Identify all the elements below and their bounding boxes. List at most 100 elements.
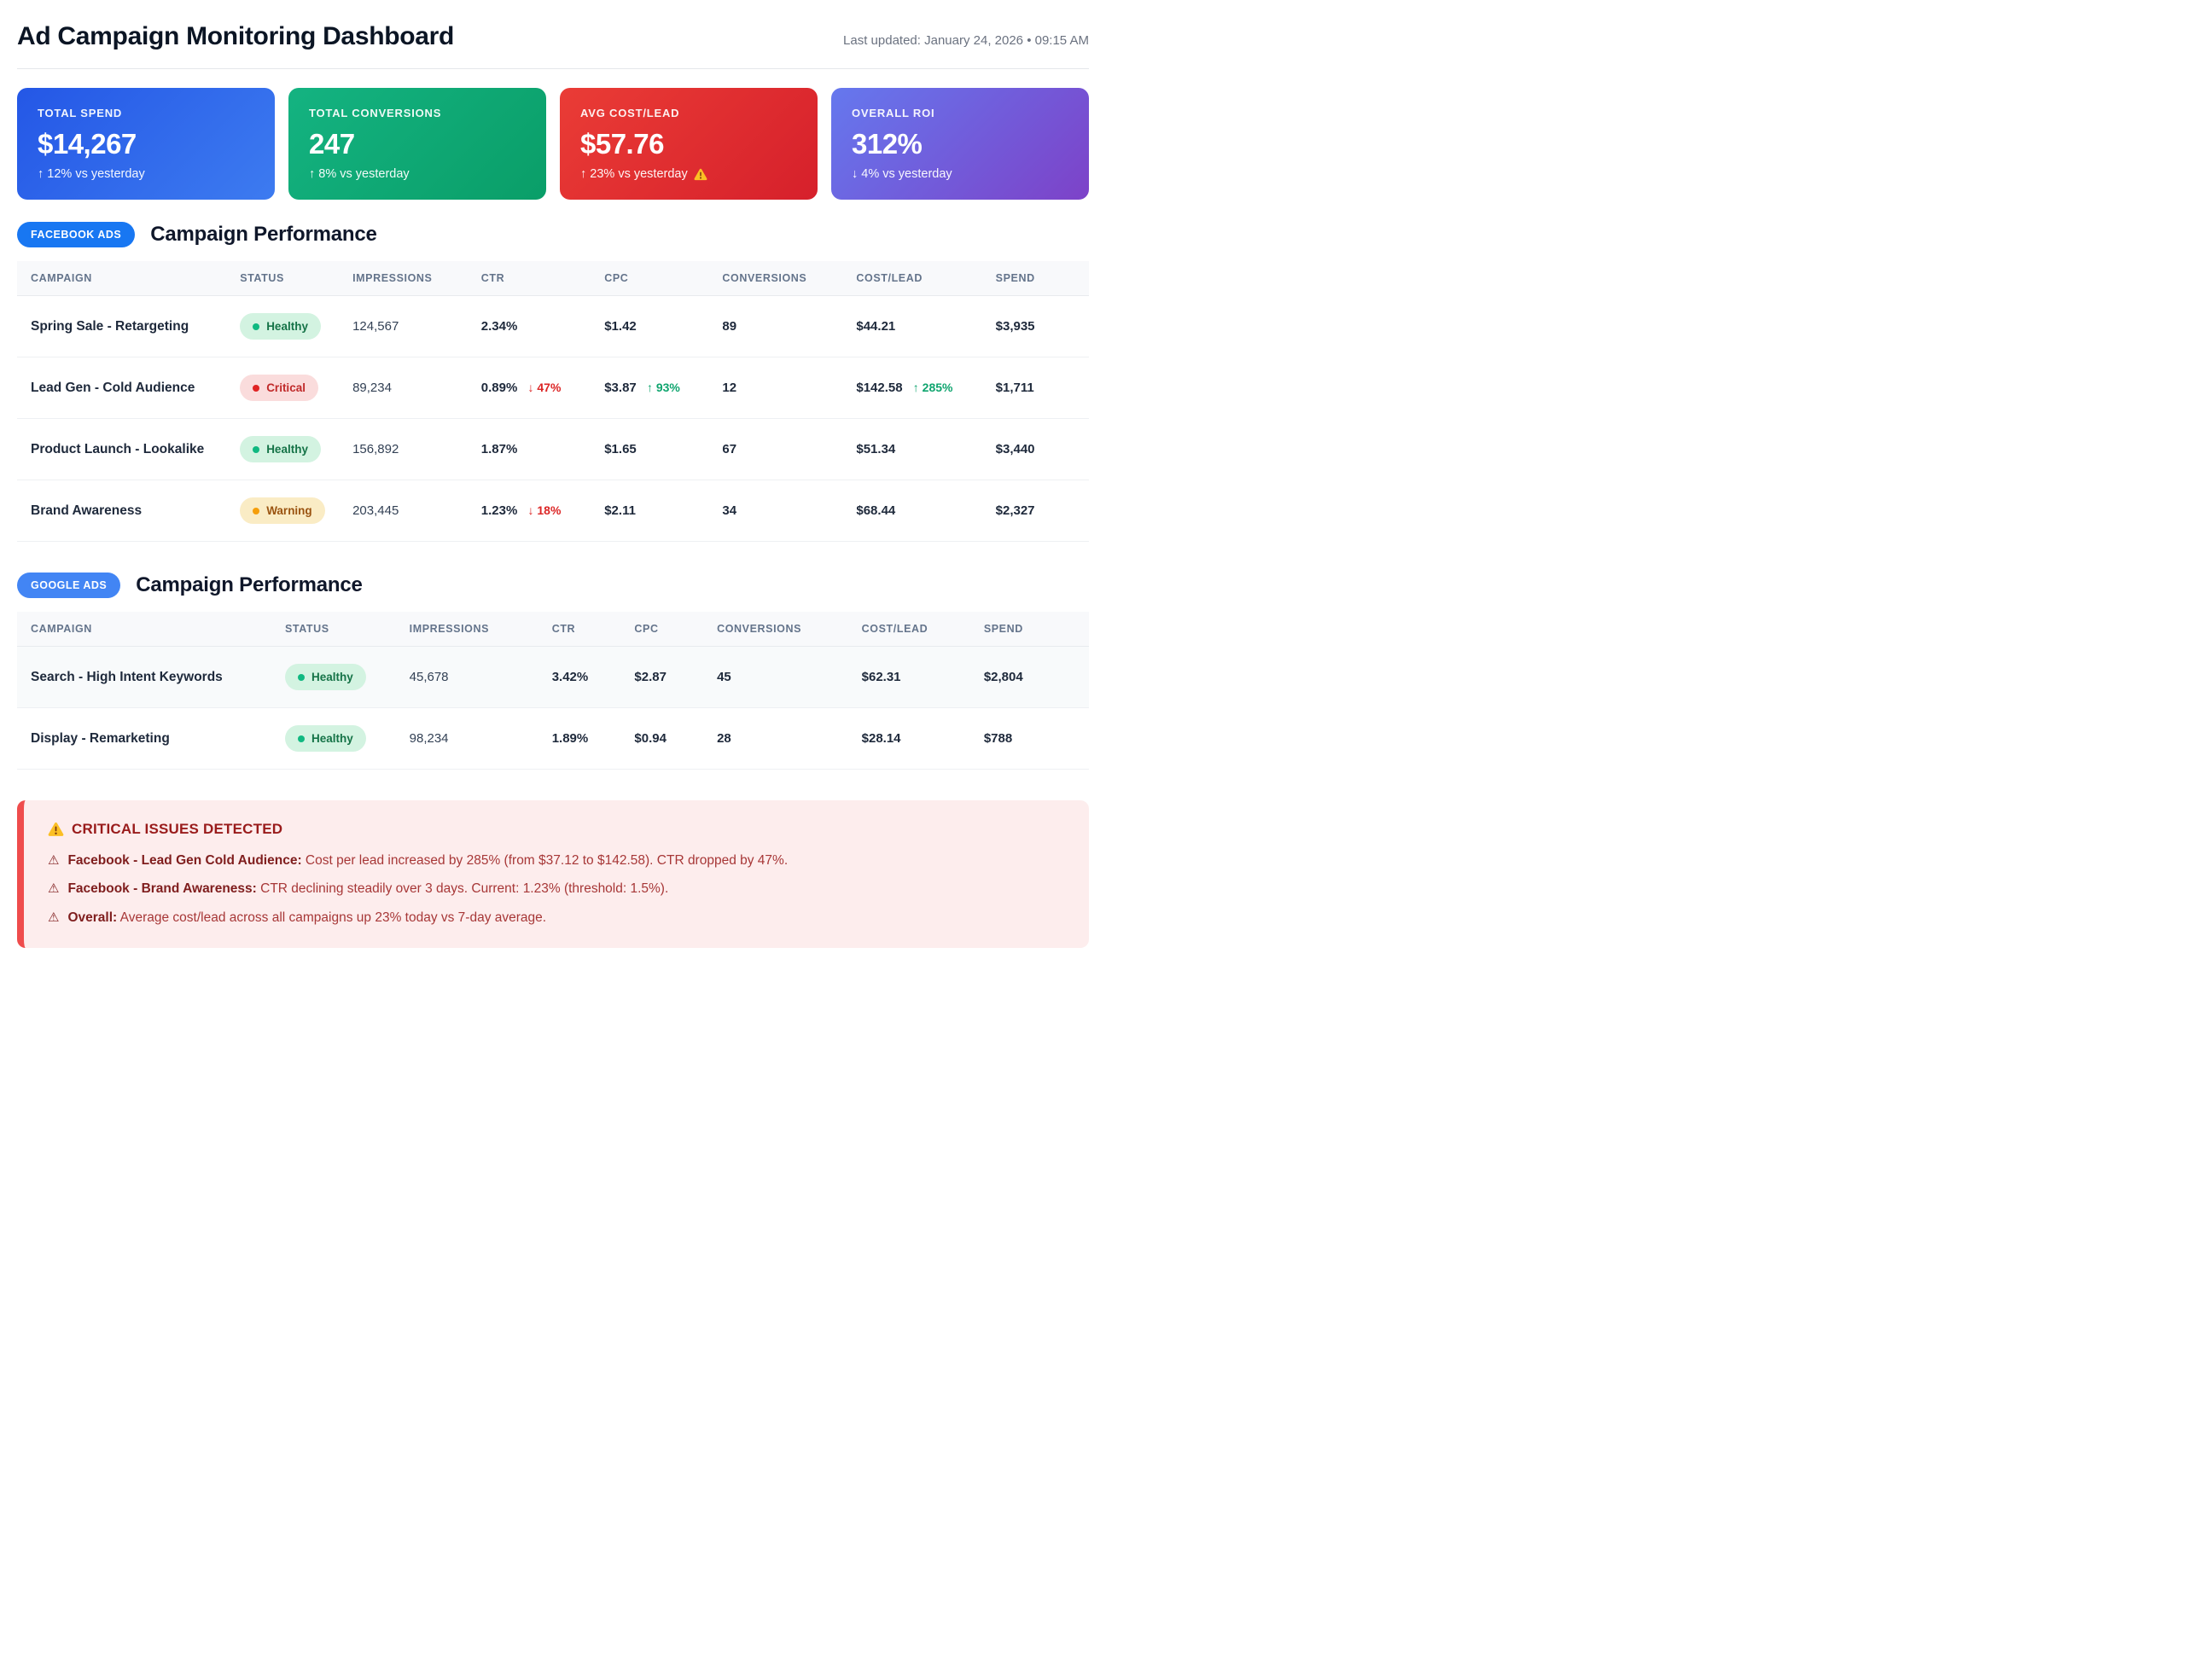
cpc-value: $2.11 — [604, 503, 636, 518]
campaign-name: Display - Remarketing — [17, 707, 276, 770]
column-header: CONVERSIONS — [713, 261, 848, 296]
column-header: IMPRESSIONS — [400, 612, 544, 647]
ctr-value: 1.87% — [480, 442, 518, 456]
status-dot-icon — [253, 507, 260, 514]
conversions-value: 45 — [708, 646, 853, 708]
status-dot-icon — [253, 323, 260, 330]
alert-item-text: Cost per lead increased by 285% (from $3… — [305, 853, 789, 868]
spend-value: $1,711 — [987, 357, 1089, 419]
status-badge: Critical — [240, 375, 318, 401]
column-header: CAMPAIGN — [17, 612, 276, 647]
kpi-delta: ↓ 4% vs yesterday — [852, 167, 952, 181]
section-title: Campaign Performance — [150, 223, 377, 246]
conversions-value: 89 — [713, 295, 848, 357]
ctr-value: 1.23% — [480, 503, 518, 518]
impressions-value: 98,234 — [400, 707, 544, 770]
table-row: Product Launch - Lookalike Healthy 156,8… — [17, 418, 1089, 480]
critical-issues-alert: CRITICAL ISSUES DETECTED ⚠ Facebook - Le… — [17, 800, 1089, 949]
kpi-delta: ↑ 8% vs yesterday — [309, 167, 410, 181]
status-badge: Healthy — [284, 664, 366, 690]
column-header: CPC — [626, 612, 709, 647]
kpi-card-grid: TOTAL SPEND $14,267 ↑ 12% vs yesterday T… — [17, 88, 1089, 200]
column-header: CTR — [543, 612, 626, 647]
alert-item-text: Average cost/lead across all campaigns u… — [119, 910, 547, 925]
facebook-section-header: FACEBOOK ADS Campaign Performance — [17, 222, 1089, 247]
table-row: Brand Awareness Warning 203,445 1.23% ↓ … — [17, 480, 1089, 542]
cost-lead-value: $142.58 — [856, 381, 903, 395]
kpi-value: $14,267 — [38, 128, 137, 160]
impressions-value: 203,445 — [344, 480, 473, 542]
cost-lead-value: $68.44 — [856, 503, 896, 518]
cost-lead-value: $44.21 — [856, 319, 896, 334]
conversions-value: 67 — [713, 418, 848, 480]
status-badge: Warning — [240, 497, 325, 524]
cpc-value: $3.87 — [604, 381, 637, 395]
warning-icon — [694, 168, 707, 180]
warning-outline-icon: ⚠ — [48, 853, 60, 868]
status-badge: Healthy — [240, 436, 321, 462]
spend-value: $3,935 — [987, 295, 1089, 357]
last-updated-text: Last updated: January 24, 2026 • 09:15 A… — [843, 33, 1089, 48]
cpc-value: $1.42 — [604, 319, 637, 334]
status-dot-icon — [297, 735, 305, 742]
google-ads-badge: GOOGLE ADS — [17, 573, 121, 598]
conversions-value: 12 — [713, 357, 848, 419]
section-title: Campaign Performance — [136, 573, 363, 596]
spend-value: $2,327 — [987, 480, 1089, 542]
kpi-value: $57.76 — [580, 128, 664, 160]
campaign-name: Lead Gen - Cold Audience — [17, 357, 232, 419]
facebook-campaign-table: CAMPAIGN STATUS IMPRESSIONS CTR CPC CONVERSIO… — [17, 261, 1089, 542]
dashboard-page: Ad Campaign Monitoring Dashboard Last up… — [0, 0, 1106, 968]
column-header: CAMPAIGN — [17, 261, 232, 296]
spend-value: $788 — [975, 707, 1089, 770]
column-header: CTR — [472, 261, 597, 296]
status-badge: Healthy — [284, 725, 366, 752]
impressions-value: 45,678 — [400, 646, 544, 708]
kpi-card-total-spend: TOTAL SPEND $14,267 ↑ 12% vs yesterday — [17, 88, 275, 200]
impressions-value: 89,234 — [344, 357, 473, 419]
campaign-name: Product Launch - Lookalike — [17, 418, 232, 480]
table-row: Lead Gen - Cold Audience Critical 89,234… — [17, 357, 1089, 419]
kpi-value: 247 — [309, 128, 355, 160]
alert-items: ⚠ Facebook - Lead Gen Cold Audience: Cos… — [48, 852, 1065, 927]
column-header: CPC — [596, 261, 714, 296]
alert-item: ⚠ Facebook - Brand Awareness: CTR declin… — [48, 880, 1065, 898]
conversions-value: 28 — [708, 707, 853, 770]
delta-indicator: ↓ 47% — [527, 381, 562, 394]
alert-item-label: Facebook - Lead Gen Cold Audience: — [67, 853, 302, 868]
table-header-row: CAMPAIGN STATUS IMPRESSIONS CTR CPC CONVERSIO… — [17, 612, 1089, 647]
spend-value: $2,804 — [975, 646, 1089, 708]
kpi-label: OVERALL ROI — [852, 107, 935, 119]
kpi-delta: ↑ 12% vs yesterday — [38, 167, 145, 181]
kpi-label: TOTAL CONVERSIONS — [309, 107, 442, 119]
ctr-value: 1.89% — [551, 731, 589, 746]
warning-outline-icon: ⚠ — [48, 910, 60, 925]
column-header: COST/LEAD — [853, 612, 975, 647]
warning-icon — [48, 822, 64, 836]
spend-value: $3,440 — [987, 418, 1089, 480]
google-section-header: GOOGLE ADS Campaign Performance — [17, 573, 1089, 598]
campaign-name: Spring Sale - Retargeting — [17, 295, 232, 357]
facebook-ads-badge: FACEBOOK ADS — [17, 222, 136, 247]
status-dot-icon — [253, 445, 260, 453]
alert-item: ⚠ Overall: Average cost/lead across all … — [48, 909, 1065, 927]
kpi-label: TOTAL SPEND — [38, 107, 123, 119]
page-header: Ad Campaign Monitoring Dashboard Last up… — [17, 0, 1089, 69]
column-header: SPEND — [987, 261, 1089, 296]
alert-title: CRITICAL ISSUES DETECTED — [72, 821, 283, 837]
conversions-value: 34 — [713, 480, 848, 542]
delta-indicator: ↓ 18% — [527, 503, 562, 517]
alert-item-label: Facebook - Brand Awareness: — [67, 881, 257, 897]
cpc-value: $2.87 — [634, 670, 667, 684]
table-header-row: CAMPAIGN STATUS IMPRESSIONS CTR CPC CONVERSIO… — [17, 261, 1089, 296]
impressions-value: 124,567 — [344, 295, 473, 357]
status-dot-icon — [297, 673, 305, 681]
column-header: IMPRESSIONS — [344, 261, 473, 296]
ctr-value: 0.89% — [480, 381, 518, 395]
kpi-card-total-conversions: TOTAL CONVERSIONS 247 ↑ 8% vs yesterday — [288, 88, 546, 200]
ctr-value: 2.34% — [480, 319, 518, 334]
cost-lead-value: $51.34 — [856, 442, 896, 456]
table-row: Search - High Intent Keywords Healthy 45… — [17, 646, 1089, 708]
impressions-value: 156,892 — [344, 418, 473, 480]
campaign-name: Brand Awareness — [17, 480, 232, 542]
